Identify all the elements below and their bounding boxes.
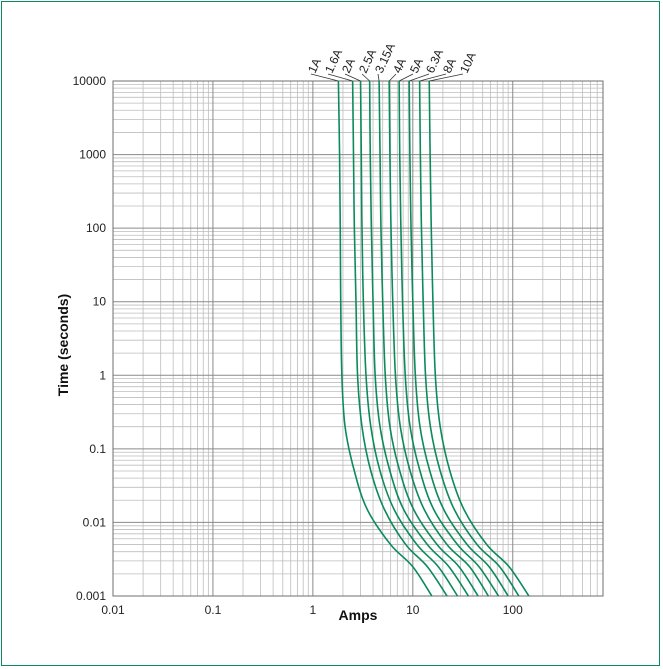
curve-1a: [337, 80, 433, 597]
series-label: 8A: [440, 56, 459, 75]
series-label-leader: [409, 73, 430, 82]
major-gridlines: [112, 80, 604, 597]
curve-2-5a: [368, 80, 470, 597]
series-label: 2A: [339, 56, 358, 75]
minor-gridlines: [113, 81, 604, 596]
series-label-leader: [377, 73, 380, 82]
y-tick-label: 10: [93, 295, 107, 309]
x-tick-label: 100: [503, 603, 523, 617]
y-tick-label: 0.001: [76, 589, 106, 603]
y-tick-label: 10000: [73, 74, 107, 88]
x-tick-label: 0.1: [205, 603, 222, 617]
series-label-leader: [388, 73, 397, 82]
y-tick-label: 0.1: [89, 442, 106, 456]
curves: [337, 80, 530, 597]
series-label-leader: [361, 73, 370, 82]
curve-3-15a: [378, 80, 479, 597]
curve-5a: [398, 80, 500, 597]
x-tick-label: 10: [406, 603, 420, 617]
y-tick-label: 1000: [79, 148, 106, 162]
x-tick-labels: 0.01 0.1 1 10 100: [101, 603, 523, 617]
curve-10a: [428, 80, 530, 597]
curve-1-6a: [351, 80, 448, 597]
x-tick-label: 1: [310, 603, 317, 617]
series-label: 1A: [305, 56, 324, 75]
x-axis-title: Amps: [339, 607, 378, 623]
series-label-leader: [429, 73, 464, 82]
y-tick-labels: 0.001 0.01 0.1 1 10 100 1000 10000: [73, 74, 107, 603]
curve-2a: [359, 80, 459, 597]
curve-6-3a: [408, 80, 509, 597]
curve-4a: [388, 80, 490, 597]
x-tick-label: 0.01: [101, 603, 125, 617]
y-tick-label: 0.01: [83, 515, 107, 529]
curve-8a: [418, 80, 520, 597]
y-axis-title: Time (seconds): [55, 294, 71, 396]
y-tick-label: 100: [86, 221, 106, 235]
series-label: 4A: [390, 56, 409, 75]
series-label-leader: [327, 73, 353, 82]
series-label-leader: [419, 73, 447, 82]
series-label-leader: [344, 73, 361, 82]
series-label: 5A: [407, 56, 426, 75]
series-label-leader: [398, 73, 414, 82]
plot-area-border: [112, 80, 604, 597]
series-label: 10A: [457, 50, 479, 75]
series-label-leader: [310, 73, 339, 82]
y-tick-label: 1: [99, 368, 106, 382]
